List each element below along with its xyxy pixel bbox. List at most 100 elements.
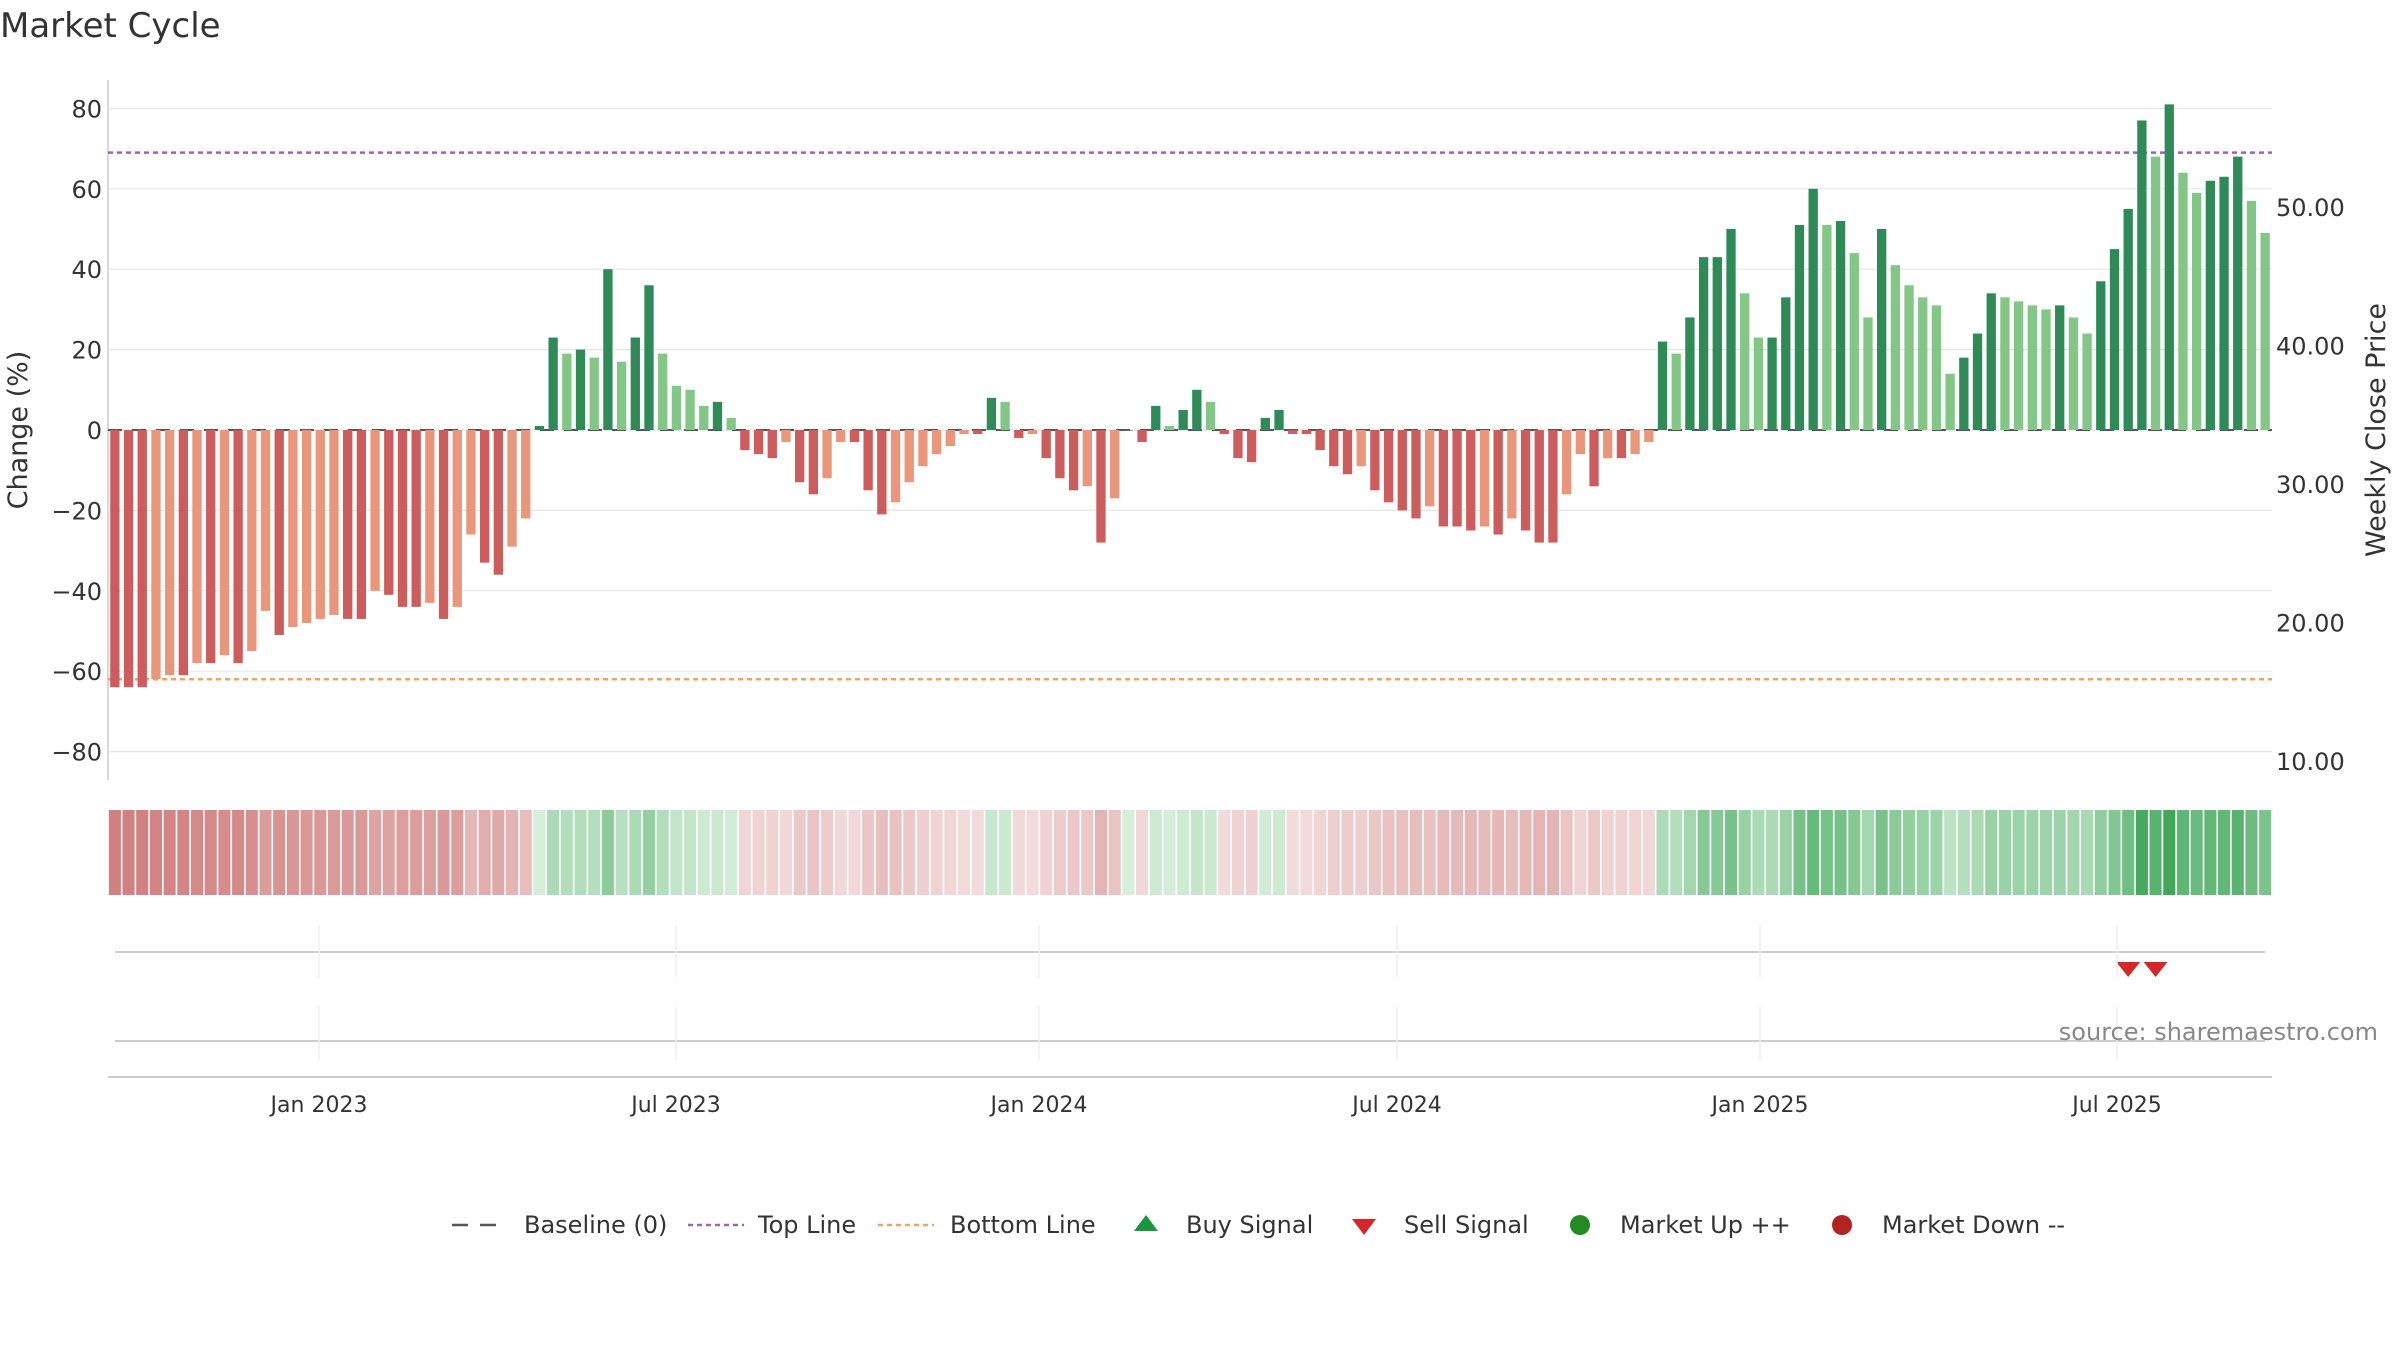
y-tick-label: −20 — [51, 497, 102, 525]
heat-cell — [2039, 810, 2053, 895]
change-bar — [137, 430, 147, 688]
heat-cell — [2231, 810, 2244, 895]
y-tick-label: 40 — [71, 256, 102, 284]
sell-signal-marker — [2143, 962, 2168, 977]
change-bar — [2137, 120, 2147, 431]
change-bar — [1959, 357, 1969, 430]
change-bar — [2082, 333, 2092, 430]
y2-tick-label: 30.00 — [2276, 471, 2345, 499]
change-bar — [343, 430, 353, 619]
change-bar — [1493, 430, 1503, 535]
change-bar — [1370, 430, 1380, 491]
x-tick-label: Jul 2024 — [1350, 1093, 1442, 1118]
heat-cell — [711, 810, 724, 895]
change-bar — [603, 269, 613, 430]
change-bar — [2109, 249, 2120, 430]
heat-cell — [1382, 810, 1395, 895]
heat-cell — [875, 810, 888, 895]
change-bar — [1274, 409, 1284, 430]
heat-cell — [2108, 810, 2121, 895]
change-bar — [808, 430, 819, 495]
heat-cell — [1670, 810, 1683, 895]
change-bar — [1685, 317, 1695, 430]
heat-cell — [574, 810, 587, 895]
heat-cell — [1464, 810, 1477, 895]
heat-cell — [1998, 810, 2011, 895]
heat-cell — [1204, 810, 1217, 895]
heat-cell — [1587, 810, 1601, 895]
change-bar — [1575, 430, 1585, 455]
change-bar — [438, 430, 449, 619]
y2-tick-label: 10.00 — [2276, 748, 2345, 776]
legend: Baseline (0) Top Line Bottom Line Buy Signa… — [452, 1211, 2065, 1239]
x-axis: Jan 2023 Jul 2023 Jan 2024 Jul 2024 Jan 2025… — [108, 925, 2272, 1118]
change-bar — [712, 401, 723, 430]
source-annotation: source: sharemaestro.com — [2059, 1018, 2378, 1046]
change-bar — [630, 337, 640, 430]
change-bar — [2000, 297, 2010, 430]
heat-cell — [437, 810, 450, 895]
heat-cell — [136, 810, 149, 895]
change-bar — [466, 430, 476, 535]
change-bars — [110, 104, 2270, 688]
heat-cell — [1368, 810, 1381, 895]
change-bar — [1205, 401, 1216, 430]
change-bar — [493, 430, 503, 575]
change-bar — [699, 405, 709, 430]
change-bar — [1630, 430, 1640, 455]
change-bar — [384, 430, 394, 595]
change-bar — [315, 430, 325, 619]
change-bar — [1000, 401, 1010, 430]
heat-cell — [1245, 810, 1258, 895]
change-bar — [1671, 353, 1681, 430]
change-bar — [1781, 297, 1791, 430]
change-bar — [2150, 156, 2161, 430]
change-bar — [1877, 229, 1887, 430]
change-bar — [616, 361, 627, 430]
y2-tick-labels: 50.00 40.00 30.00 20.00 10.00 — [2276, 194, 2345, 776]
legend-label: Market Down -- — [1882, 1211, 2065, 1239]
change-bar — [671, 385, 682, 430]
heat-cell — [2176, 810, 2190, 895]
change-bar — [2068, 317, 2079, 430]
legend-market-up-swatch — [1570, 1215, 1590, 1235]
change-bar — [1616, 430, 1627, 459]
heat-cell — [259, 810, 272, 895]
change-bar — [1507, 430, 1517, 519]
change-bar — [1411, 430, 1421, 519]
heat-cell — [930, 810, 943, 895]
heat-cell — [505, 810, 519, 895]
change-bar — [1192, 389, 1202, 430]
y2-tick-label: 50.00 — [2276, 194, 2345, 222]
heat-cell — [2259, 810, 2272, 895]
change-bar — [1425, 430, 1435, 507]
change-bar — [1986, 293, 1996, 430]
heat-cell — [1505, 810, 1518, 895]
x-tick-label: Jul 2023 — [629, 1093, 721, 1118]
heat-cell — [177, 810, 190, 895]
heat-cell — [1752, 810, 1765, 895]
heat-cell — [1040, 810, 1053, 895]
change-bar — [1644, 430, 1654, 443]
change-bar — [1123, 430, 1134, 431]
heat-cell — [218, 810, 231, 895]
change-bar — [2192, 192, 2202, 430]
change-bar — [575, 349, 586, 430]
heat-cell — [204, 810, 217, 895]
change-bar — [1520, 430, 1531, 531]
heat-cell — [2094, 810, 2107, 895]
y-tick-label: −40 — [51, 578, 102, 606]
change-bar — [1918, 297, 1928, 430]
heat-cell — [273, 810, 286, 895]
heat-cell — [423, 810, 436, 895]
heat-cell — [245, 810, 258, 895]
change-bar — [1397, 430, 1407, 511]
change-bar — [1096, 430, 1106, 543]
heat-cell — [1574, 810, 1587, 895]
change-bar — [685, 389, 695, 430]
change-bar — [1137, 430, 1147, 443]
heat-cell — [108, 810, 121, 895]
heat-cell — [327, 810, 341, 895]
heat-cell — [232, 810, 245, 895]
